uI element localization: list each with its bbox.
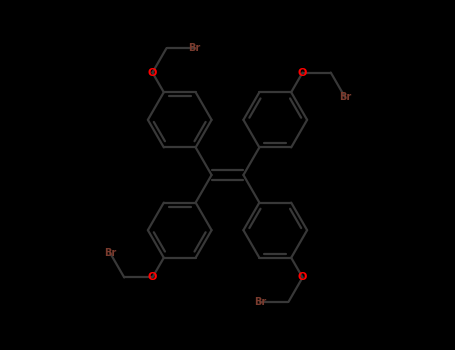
Text: O: O xyxy=(148,68,157,78)
Text: O: O xyxy=(298,272,307,282)
Text: Br: Br xyxy=(104,248,116,258)
Text: Br: Br xyxy=(254,297,266,307)
Text: O: O xyxy=(148,272,157,282)
Text: Br: Br xyxy=(339,92,351,102)
Text: Br: Br xyxy=(189,43,201,53)
Text: O: O xyxy=(298,68,307,78)
